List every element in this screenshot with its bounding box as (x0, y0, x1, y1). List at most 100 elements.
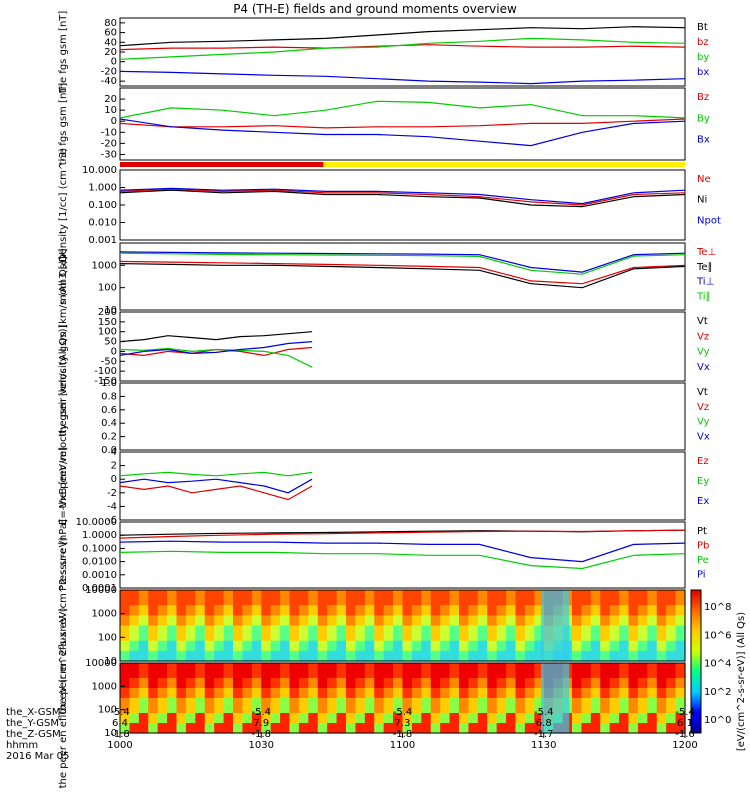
heatmap-cell (590, 590, 601, 596)
heatmap-cell (138, 635, 149, 642)
heatmap-cell (619, 723, 630, 729)
heatmap-cell (637, 610, 648, 616)
heatmap-cell (572, 703, 583, 709)
heatmap-cell (637, 678, 648, 684)
heatmap-cell (383, 693, 394, 699)
heatmap-cell (251, 673, 262, 679)
legend-bz: bz (697, 37, 709, 48)
heatmap-cell (261, 683, 272, 689)
heatmap-cell (280, 590, 291, 596)
heatmap-cell (355, 713, 366, 719)
footer-date-label: 2016 Mar 05 (6, 751, 70, 762)
heatmap-cell (298, 713, 309, 719)
heatmap-cell (534, 625, 545, 632)
heatmap-cell (214, 600, 225, 606)
heatmap-cell (393, 620, 404, 627)
ytick-label: 0.001 (88, 235, 117, 246)
series-line-by (119, 37, 686, 60)
heatmap-cell (270, 683, 281, 689)
heatmap-cell (195, 610, 206, 616)
heatmap-cell (487, 595, 498, 601)
heatmap-cell (280, 600, 291, 606)
heatmap-cell (440, 683, 451, 689)
heatmap-cell (619, 668, 630, 674)
heatmap-cell (675, 605, 686, 611)
heatmap-cell (515, 718, 526, 724)
heatmap-cell (459, 728, 470, 734)
heatmap-cell (459, 590, 470, 596)
heatmap-cell (148, 615, 159, 622)
heatmap-cell (666, 590, 677, 596)
heatmap-cell (204, 688, 215, 694)
heatmap-cell (581, 605, 592, 611)
heatmap-cell (233, 663, 244, 669)
heatmap-cell (185, 650, 196, 657)
heatmap-cell (214, 640, 225, 647)
heatmap-cell (383, 688, 394, 694)
heatmap-cell (157, 668, 168, 674)
heatmap-cell (468, 600, 479, 606)
heatmap-cell (656, 620, 667, 627)
heatmap-cell (383, 635, 394, 642)
heatmap-cell (364, 650, 375, 657)
legend-Vz: Vz (697, 402, 709, 413)
heatmap-cell (214, 668, 225, 674)
heatmap-cell (270, 673, 281, 679)
heatmap-cell (214, 683, 225, 689)
heatmap-cell (609, 605, 620, 611)
heatmap-cell (572, 615, 583, 622)
heatmap-cell (223, 590, 234, 596)
heatmap-cell (317, 673, 328, 679)
heatmap-cell (430, 703, 441, 709)
heatmap-cell (506, 678, 517, 684)
heatmap-cell (364, 698, 375, 704)
heatmap-cell (364, 655, 375, 662)
heatmap-cell (468, 590, 479, 596)
heatmap-cell (647, 703, 658, 709)
heatmap-cell (298, 708, 309, 714)
heatmap-cell (204, 595, 215, 601)
heatmap-cell (411, 673, 422, 679)
heatmap-cell (129, 600, 140, 606)
heatmap-cell (411, 678, 422, 684)
heatmap-cell (195, 615, 206, 622)
heatmap-cell (336, 600, 347, 606)
heatmap-cell (251, 683, 262, 689)
heatmap-cell (355, 595, 366, 601)
heatmap-cell (637, 723, 648, 729)
heatmap-cell (534, 615, 545, 622)
heatmap-cell (487, 600, 498, 606)
heatmap-cell (129, 605, 140, 611)
heatmap-cell (600, 655, 611, 662)
heatmap-cell (590, 645, 601, 652)
series-line-Pe (119, 550, 686, 570)
heatmap-cell (675, 625, 686, 632)
heatmap-cell (148, 640, 159, 647)
heatmap-cell (506, 625, 517, 632)
heatmap-cell (261, 630, 272, 637)
footer-column: -5.4 6.8 -1.7 1130 (524, 707, 564, 751)
heatmap-cell (440, 718, 451, 724)
ytick-label: -2 (107, 488, 117, 499)
heatmap-cell (421, 668, 432, 674)
series-line-Vy (119, 347, 313, 368)
heatmap-cell (468, 635, 479, 642)
heatmap-cell (637, 688, 648, 694)
heatmap-cell (430, 718, 441, 724)
series-line-bx (119, 70, 686, 85)
ytick-label: -4 (107, 501, 117, 512)
series-line-Vt (119, 331, 313, 343)
heatmap-cell (430, 615, 441, 622)
heatmap-cell (308, 610, 319, 616)
heatmap-cell (440, 703, 451, 709)
heatmap-cell (317, 698, 328, 704)
heatmap-cell (308, 640, 319, 647)
panel-frame-2 (119, 169, 686, 241)
heatmap-cell (176, 595, 187, 601)
ytick-label: 1.0000 (82, 530, 117, 541)
heatmap-cell (666, 713, 677, 719)
heatmap-cell (600, 610, 611, 616)
heatmap-cell (346, 625, 357, 632)
heatmap-cell (572, 673, 583, 679)
heatmap-cell (157, 688, 168, 694)
